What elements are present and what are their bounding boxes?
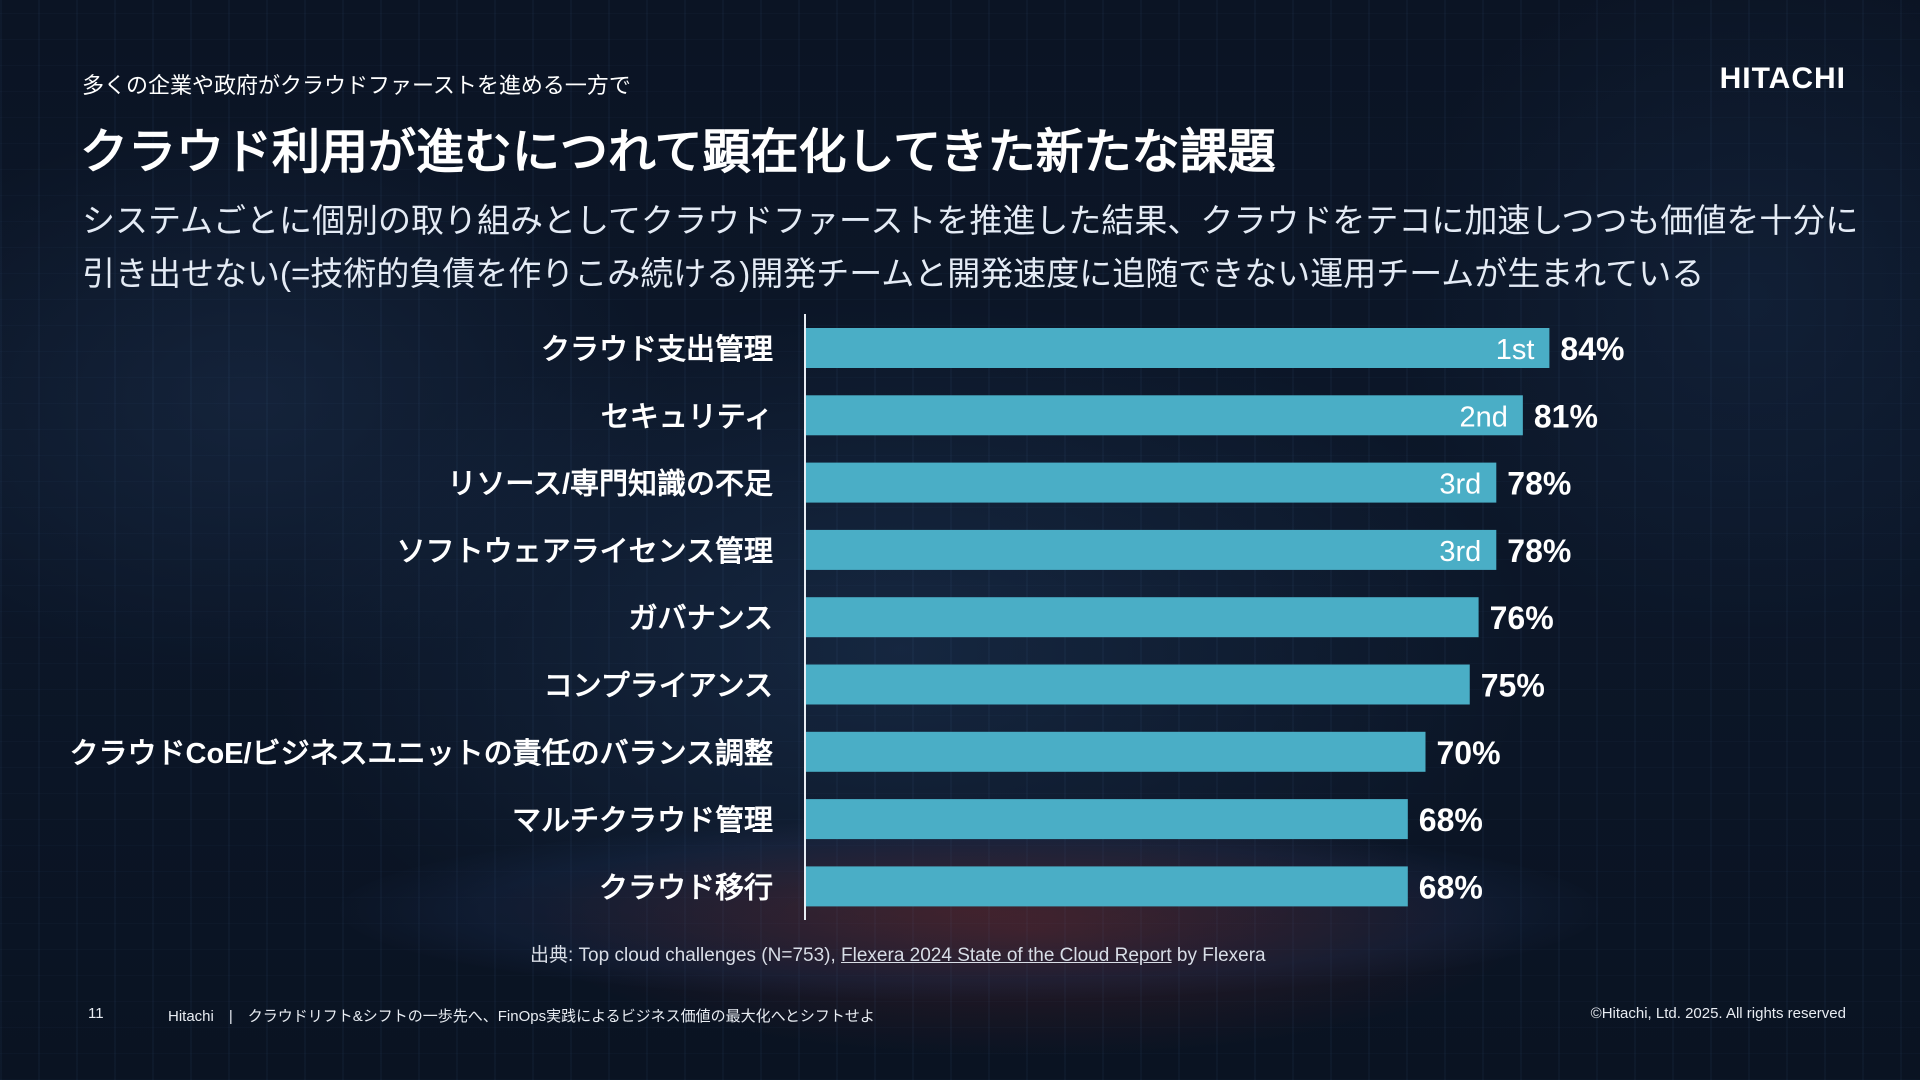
rank-label: 3rd [1439, 469, 1481, 501]
category-label: セキュリティ [601, 401, 773, 433]
bar-9 [806, 866, 1408, 907]
description-line-1: システムごとに個別の取り組みとしてクラウドファーストを推進した結果、クラウドをテ… [82, 202, 1859, 239]
category-label: クラウド移行 [599, 871, 773, 904]
bar-3 [806, 462, 1497, 503]
background-platform [340, 820, 1600, 1000]
slide-title: クラウド利用が進むにつれて顕在化してきた新たな課題 [80, 126, 1276, 179]
bar-8 [806, 799, 1408, 840]
rank-label: 3rd [1439, 536, 1481, 568]
value-label: 68% [1419, 869, 1483, 905]
slide-description: システムごとに個別の取り組みとしてクラウドファーストを推進した結果、クラウドをテ… [82, 194, 1862, 301]
description-line-2: 引き出せない(=技術的負債を作りこみ続ける)開発チームと開発速度に追随できない運… [82, 255, 1705, 293]
category-label: クラウド支出管理 [541, 332, 773, 366]
page-number: 11 [88, 1005, 104, 1022]
bar-6 [806, 664, 1470, 705]
value-label: 84% [1560, 331, 1624, 367]
source-report-link[interactable]: Flexera 2024 State of the Cloud Report [841, 945, 1172, 966]
category-label: ソフトウェアライセンス管理 [397, 534, 773, 568]
source-prefix: 出典: Top cloud challenges (N=753), [530, 945, 842, 966]
bar-1 [806, 328, 1550, 368]
copyright: ©Hitachi, Ltd. 2025. All rights reserved [1590, 1005, 1846, 1022]
category-label: クラウドCoE/ビジネスユニットの責任のバランス調整 [70, 737, 773, 770]
hitachi-logo: HITACHI [1719, 62, 1846, 95]
value-label: 76% [1490, 600, 1554, 636]
bar-chart: クラウド支出管理 84% 1st セキュリティ 81% 2nd リソース/専門知識の不足 78… [70, 314, 1624, 920]
rank-label: 1st [1496, 334, 1535, 366]
value-label: 75% [1481, 668, 1545, 704]
bar-4 [806, 529, 1497, 570]
value-label: 70% [1437, 735, 1501, 771]
value-label: 81% [1534, 398, 1598, 434]
bar-5 [806, 597, 1479, 638]
value-label: 78% [1507, 533, 1571, 569]
category-label: マルチクラウド管理 [512, 803, 773, 837]
bar-2 [806, 395, 1523, 436]
category-label: リソース/専門知識の不足 [447, 467, 773, 501]
source-note: 出典: Top cloud challenges (N=753), Flexer… [530, 940, 1266, 967]
bar-7 [806, 731, 1426, 772]
slide-subtitle: 多くの企業や政府がクラウドファーストを進める一方で [82, 73, 631, 98]
category-label: コンプライアンス [544, 670, 773, 703]
source-suffix: by Flexera [1171, 945, 1266, 966]
rank-label: 2nd [1459, 401, 1507, 433]
value-label: 78% [1507, 466, 1571, 502]
value-label: 68% [1419, 802, 1483, 838]
footer-text: Hitachi | クラウドリフト&シフトの一歩先へ、FinOps実践によるビジ… [168, 1008, 875, 1025]
category-label: ガバナンス [629, 602, 773, 635]
